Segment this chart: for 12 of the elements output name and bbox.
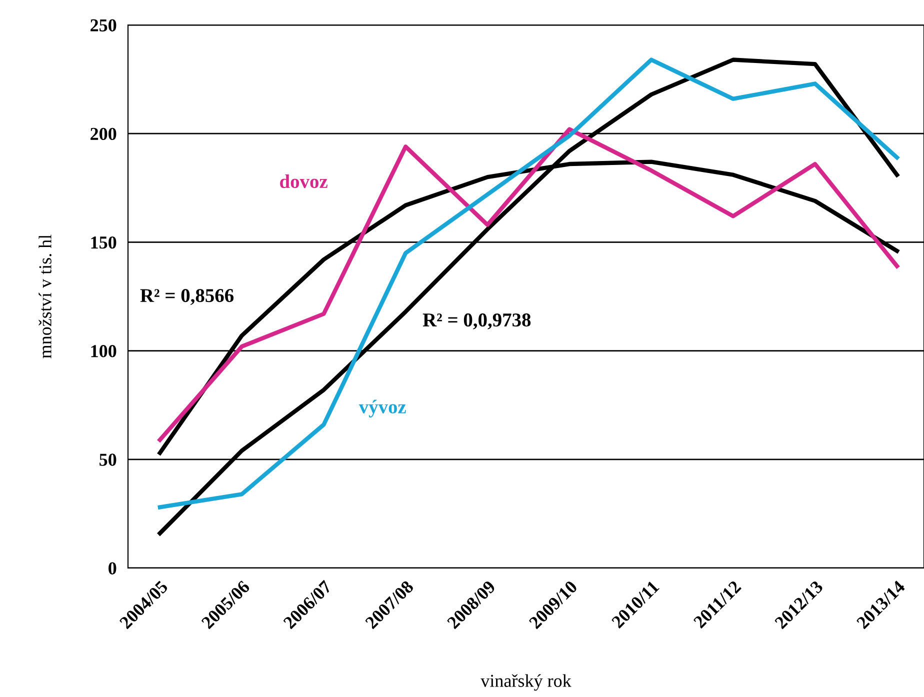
x-axis-title: vinařský rok (480, 674, 572, 691)
y-tick-label: 150 (91, 236, 116, 249)
annotation: R² = 0,0,9738 (422, 313, 531, 330)
y-tick-label: 250 (90, 19, 116, 32)
y-tick-label: 50 (100, 454, 116, 466)
annotation: R² = 0,8566 (140, 289, 234, 305)
y-axis-title: množství v tis. hl (38, 234, 52, 358)
y-tick-label: 100 (91, 345, 116, 358)
text: dovoz (280, 174, 328, 188)
y-tick-label: 200 (90, 128, 116, 140)
series-label: vývoz (358, 400, 406, 418)
y-tick-label: 0 (108, 562, 116, 574)
